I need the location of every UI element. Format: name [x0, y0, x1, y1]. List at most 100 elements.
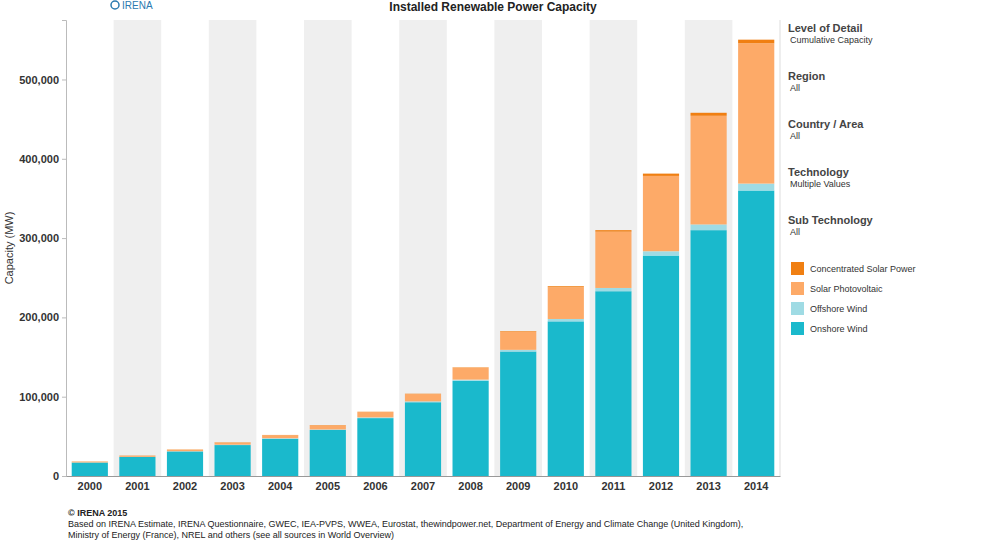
y-tick-mark: [62, 476, 66, 477]
stripe: [685, 20, 733, 476]
logo-icon: [111, 1, 119, 9]
bar: [595, 288, 631, 291]
x-tick: 2012: [649, 476, 673, 492]
bar: [119, 457, 155, 476]
source-text: Ministry of Energy (France), NREL and ot…: [68, 530, 394, 540]
x-tick-label: 2000: [78, 480, 102, 492]
x-tick-label: 2003: [220, 480, 244, 492]
stripe: [399, 20, 447, 476]
y-tick-label: 400,000: [19, 153, 59, 165]
y-tick-mark: [62, 317, 66, 318]
x-tick-label: 2006: [363, 480, 387, 492]
bar: [500, 331, 536, 333]
filter-value: Cumulative Capacity: [790, 35, 873, 45]
bar: [595, 291, 631, 476]
bar: [215, 442, 251, 443]
filter-value: Multiple Values: [790, 179, 851, 189]
bar: [357, 412, 393, 417]
bar: [72, 463, 108, 476]
y-axis: 0100,000200,000300,000400,000500,000: [19, 21, 66, 483]
x-tick: 2006: [363, 476, 387, 492]
legend-label: Concentrated Solar Power: [810, 264, 916, 274]
y-tick-mark: [62, 79, 66, 80]
bar: [738, 191, 774, 476]
bar: [119, 455, 155, 456]
filter-label: Country / Area: [788, 118, 864, 130]
x-tick-label: 2011: [601, 480, 625, 492]
bar: [691, 224, 727, 230]
y-axis-line: [62, 21, 67, 477]
x-tick: 2011: [601, 476, 625, 492]
x-tick: 2009: [506, 476, 530, 492]
bar: [357, 411, 393, 412]
x-tick-label: 2007: [411, 480, 435, 492]
bar: [691, 230, 727, 476]
x-tick-label: 2005: [316, 480, 340, 492]
x-tick-label: 2013: [696, 480, 720, 492]
x-tick-label: 2002: [173, 480, 197, 492]
y-tick: 200,000: [19, 311, 66, 323]
bar: [500, 351, 536, 476]
x-tick: 2003: [220, 476, 244, 492]
x-tick-label: 2014: [744, 480, 769, 492]
legend-label: Offshore Wind: [810, 304, 867, 314]
y-tick-mark: [62, 397, 66, 398]
filter-value: All: [790, 83, 800, 93]
bar: [405, 394, 441, 401]
x-tick: 2007: [411, 476, 435, 492]
bar: [453, 367, 489, 368]
bar: [453, 381, 489, 476]
x-tick: 2002: [173, 476, 197, 492]
bar: [691, 116, 727, 225]
x-axis-line: [67, 476, 781, 477]
bar: [595, 232, 631, 288]
bar: [167, 449, 203, 450]
x-tick-label: 2012: [649, 480, 673, 492]
bar: [738, 184, 774, 191]
bar: [453, 368, 489, 380]
bar: [119, 456, 155, 457]
x-tick: 2010: [554, 476, 578, 492]
bar: [738, 40, 774, 44]
y-tick: 0: [53, 470, 66, 482]
legend-swatch: [791, 282, 804, 295]
bar: [262, 434, 298, 435]
bar: [167, 451, 203, 476]
x-tick: 2008: [458, 476, 482, 492]
bar: [262, 439, 298, 476]
x-tick: 2001: [125, 476, 149, 492]
stripe: [209, 20, 257, 476]
filter-label: Region: [788, 70, 826, 82]
stripe: [114, 20, 162, 476]
bar: [643, 256, 679, 476]
bar: [405, 402, 441, 476]
source-text: Based on IRENA Estimate, IRENA Questionn…: [68, 519, 743, 529]
bar: [548, 321, 584, 476]
bar: [119, 455, 155, 457]
bar: [643, 251, 679, 255]
bar: [453, 380, 489, 381]
legend-label: Solar Photovoltaic: [810, 284, 883, 294]
x-tick-label: 2008: [458, 480, 482, 492]
bar: [500, 332, 536, 350]
bar: [405, 393, 441, 394]
stripe: [304, 20, 352, 476]
y-tick-label: 500,000: [19, 73, 59, 85]
filter-value: All: [790, 131, 800, 141]
plot-frame: [780, 20, 781, 476]
stripe: [494, 20, 542, 476]
x-tick: 2004: [268, 476, 293, 492]
bars: [72, 40, 775, 476]
legend-swatch: [791, 262, 804, 275]
bar: [643, 174, 679, 176]
filter-label: Technology: [788, 166, 850, 178]
x-axis: 2000 2001 2002 2003 2004 2005 2006 2007 2008 2009…: [67, 476, 781, 492]
background-stripes: [114, 20, 733, 476]
bar: [310, 425, 346, 426]
x-tick: 2005: [316, 476, 340, 492]
bar: [595, 230, 631, 232]
y-tick-label: 0: [53, 470, 59, 482]
y-tick: 400,000: [19, 153, 66, 165]
bar: [691, 113, 727, 116]
y-tick-mark: [62, 159, 66, 160]
